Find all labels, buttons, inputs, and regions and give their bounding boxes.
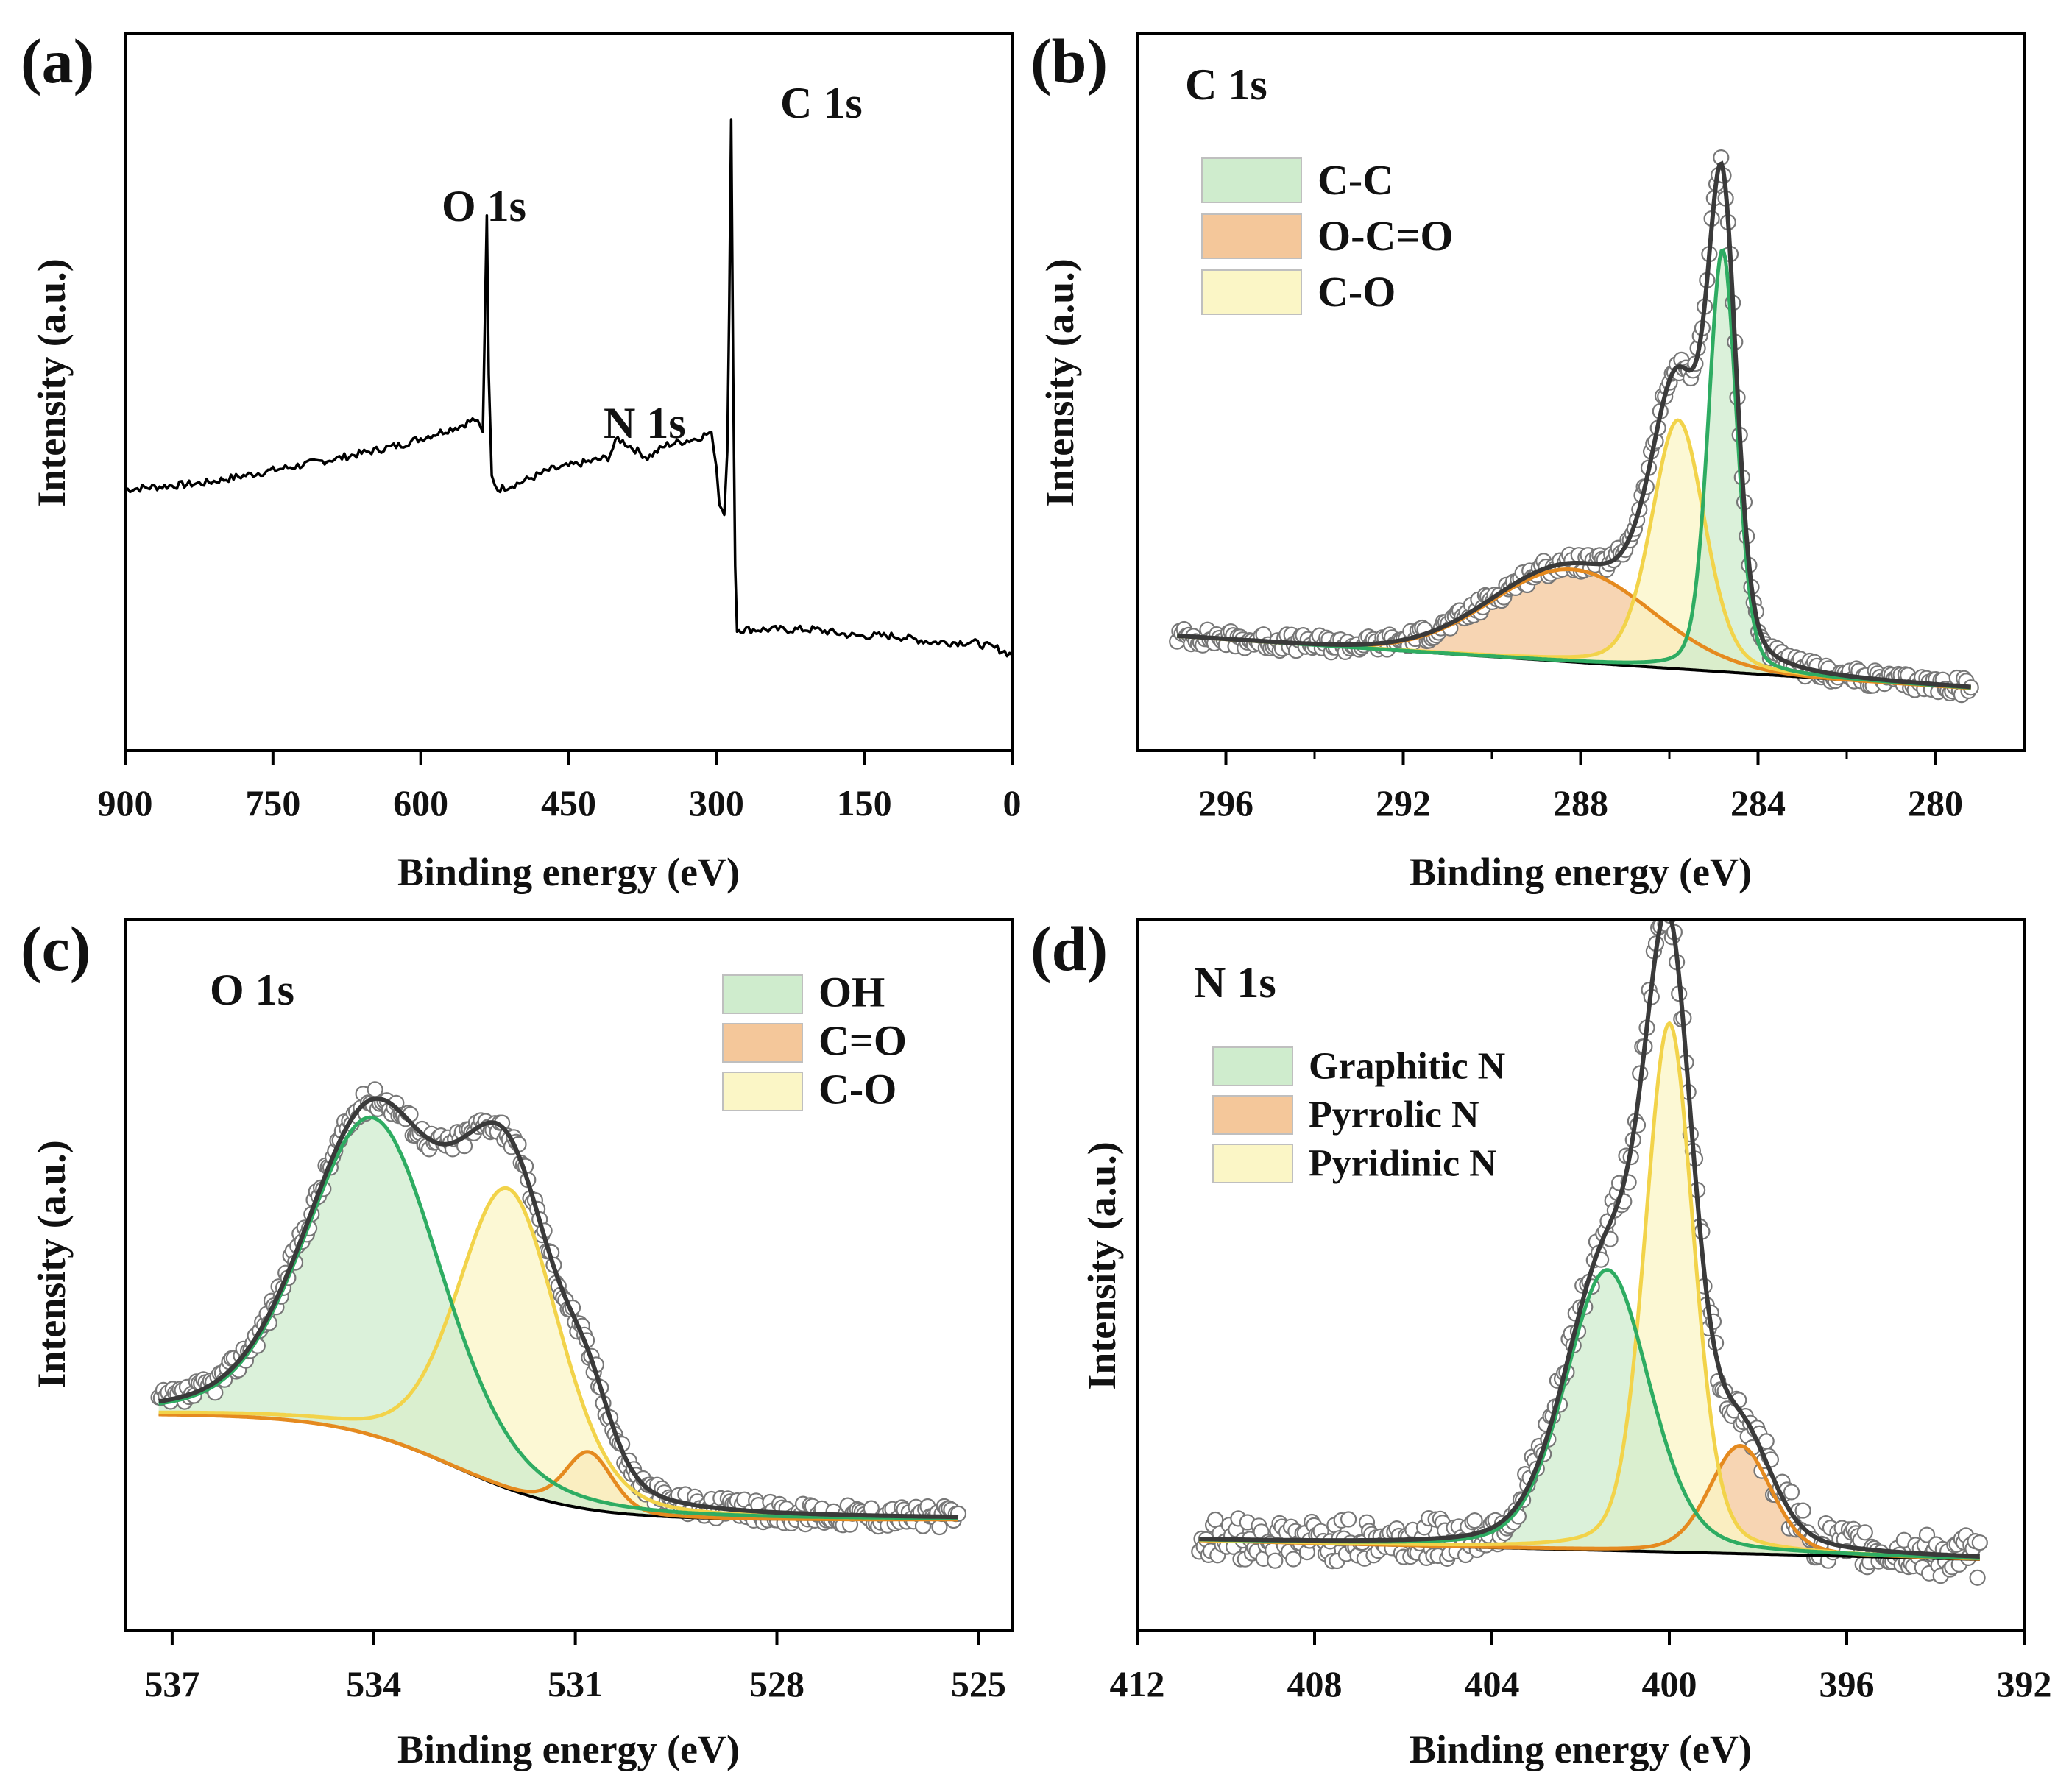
data-marker [931, 1518, 948, 1536]
y-axis-title: Intensity (a.u.) [1038, 258, 1082, 507]
x-tick-label: 292 [1376, 782, 1431, 824]
legend-label-c-o: C-O [818, 1066, 896, 1113]
peak-fill-graphitic-n [1199, 1269, 1980, 1559]
plot-area [1169, 149, 1979, 704]
panel-label: (b) [1030, 26, 1108, 96]
data-marker [1856, 1524, 1873, 1541]
x-tick-label: 284 [1730, 782, 1786, 824]
spectrum-title: C 1s [1185, 60, 1267, 109]
plot-area [150, 1081, 967, 1536]
legend-swatch-o-c-o [1201, 213, 1302, 259]
x-tick-label: 288 [1553, 782, 1608, 824]
panel-c: 537 534 531 528 525 Binding energy (eV) Intens… [21, 913, 1014, 1771]
legend-label-c-o: C=O [818, 1017, 907, 1065]
panel-a: 900 750 600 450 300 150 0 Binding energy (eV) In… [21, 26, 1022, 894]
panel-label: (d) [1030, 913, 1108, 984]
peak-fill-o-c-o [1177, 569, 1971, 688]
data-marker [1207, 1511, 1224, 1529]
data-marker [1971, 1534, 1988, 1551]
x-tick-label: 534 [346, 1663, 401, 1704]
legend-label-pyrrolic-n: Pyrrolic N [1309, 1094, 1479, 1136]
survey-spectrum-line [125, 118, 1012, 658]
panel-b: 296 292 288 284 280 Binding energy (eV) Intens… [1030, 26, 2026, 894]
legend-label-o-c-o: O-C=O [1318, 212, 1453, 260]
legend-swatch-pyrrolic-n [1212, 1095, 1293, 1135]
peak-annotation-n-1s: N 1s [604, 399, 686, 447]
legend: OHC=OC-O [722, 968, 907, 1113]
data-marker [1660, 901, 1675, 916]
panel-label: (a) [21, 26, 94, 96]
spectrum-title: O 1s [210, 966, 294, 1014]
x-tick-label: 396 [1819, 1663, 1875, 1704]
data-marker [1267, 1552, 1284, 1569]
legend-swatch-c-o [722, 1072, 803, 1111]
legend: Graphitic N Pyrrolic N Pyridinic N [1212, 1046, 1505, 1185]
x-tick-label: 392 [1997, 1663, 2052, 1704]
data-marker [1655, 898, 1670, 913]
legend-swatch-oh [722, 974, 803, 1014]
legend: C-C O-C=O C-O [1201, 156, 1453, 316]
data-marker [1794, 1502, 1811, 1519]
envelope-line [1199, 920, 1980, 1559]
x-tick-label: 525 [951, 1663, 1006, 1704]
legend-label-pyridinic-n: Pyridinic N [1309, 1143, 1497, 1185]
x-tick-label: 531 [548, 1663, 603, 1704]
x-tick-label: 150 [837, 782, 892, 824]
y-axis-title: Intensity (a.u.) [1080, 1141, 1124, 1390]
x-tick-label: 404 [1465, 1663, 1520, 1704]
data-marker [1340, 1511, 1357, 1528]
y-axis-title: Intensity (a.u.) [29, 258, 74, 507]
x-tick-label: 296 [1198, 782, 1253, 824]
data-marker [1969, 1569, 1986, 1586]
peak-fill-c-o [158, 1188, 959, 1520]
envelope-line [158, 1096, 959, 1520]
data-marker [1783, 1484, 1800, 1501]
envelope-line [1176, 160, 1971, 690]
plot-area [125, 118, 1012, 658]
x-tick-label: 450 [541, 782, 596, 824]
peak-annotation-o-1s: O 1s [442, 182, 526, 230]
x-axis-title: Binding energy (eV) [397, 1727, 740, 1771]
plot-frame [124, 918, 1014, 1632]
legend-label-c-o: C-O [1318, 268, 1396, 316]
peak-annotation-c-1s: C 1s [780, 79, 863, 127]
x-tick-label: 300 [689, 782, 744, 824]
x-tick-label: 412 [1110, 1663, 1165, 1704]
x-tick-label: 280 [1908, 782, 1963, 824]
peak-line-c-o [158, 1412, 958, 1522]
legend-label-graphitic-n: Graphitic N [1309, 1046, 1505, 1088]
y-axis-title: Intensity (a.u.) [29, 1140, 74, 1389]
x-tick-label: 900 [98, 782, 153, 824]
x-axis-title: Binding energy (eV) [397, 850, 740, 894]
legend-label-oh: OH [818, 968, 885, 1016]
x-tick-label: 408 [1287, 1663, 1343, 1704]
data-marker [1466, 1512, 1483, 1529]
plot-frame [124, 32, 1014, 752]
panel-label: (c) [21, 913, 91, 984]
x-axis-title: Binding energy (eV) [1410, 1727, 1752, 1771]
x-tick-label: 750 [245, 782, 300, 824]
x-axis-title: Binding energy (eV) [1410, 850, 1752, 894]
spectrum-title: N 1s [1194, 958, 1276, 1007]
legend-swatch-c-o [722, 1023, 803, 1063]
x-tick-label: 400 [1642, 1663, 1697, 1704]
legend-swatch-c-c [1201, 157, 1302, 203]
legend-swatch-c-o [1201, 269, 1302, 315]
legend-swatch-pyridinic-n [1212, 1144, 1293, 1183]
data-marker [1285, 1551, 1302, 1568]
x-tick-label: 528 [749, 1663, 804, 1704]
x-tick-label: 0 [1003, 782, 1022, 824]
panel-d: 412 408 404 400 396 392 Binding energy (eV) Int… [1030, 898, 2052, 1771]
legend-swatch-graphitic-n [1212, 1046, 1293, 1086]
x-tick-label: 600 [393, 782, 448, 824]
x-tick-label: 537 [144, 1663, 199, 1704]
legend-label-c-c: C-C [1318, 156, 1393, 204]
plot-area [1191, 898, 1988, 1586]
data-markers [150, 1081, 967, 1536]
plot-frame [1136, 918, 2026, 1632]
